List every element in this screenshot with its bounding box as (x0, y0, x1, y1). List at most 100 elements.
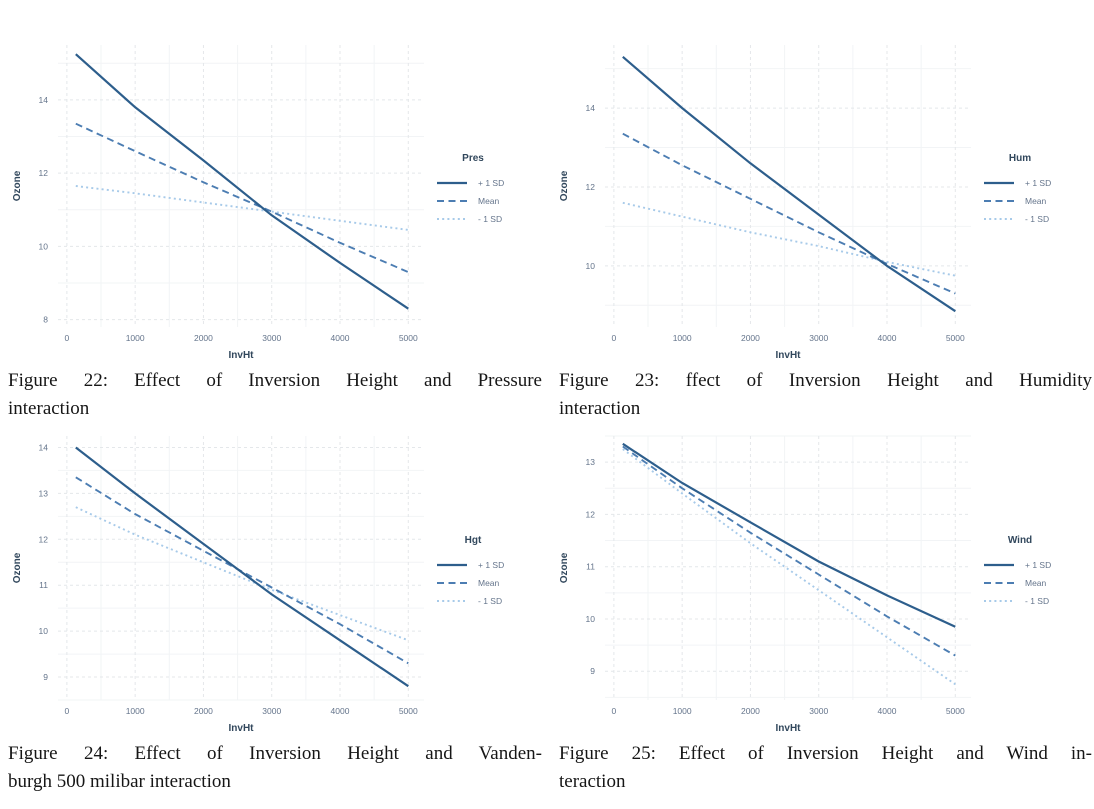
legend-label: Mean (478, 578, 500, 588)
caption-line: interaction (559, 397, 641, 419)
x-axis-title: InvHt (776, 350, 802, 360)
legend-label: + 1 SD (478, 178, 504, 188)
legend-label: Mean (1025, 196, 1047, 206)
y-tick-label: 13 (586, 457, 596, 467)
y-tick-label: 9 (43, 672, 48, 682)
y-tick-label: 10 (586, 261, 596, 271)
caption-line: burgh 500 milibar interaction (8, 770, 231, 792)
y-tick-label: 11 (586, 562, 595, 572)
y-tick-label: 14 (39, 442, 49, 452)
legend-label: Mean (478, 196, 500, 206)
legend-label: - 1 SD (1025, 214, 1049, 224)
caption-line: Figure 22: Effect of Inversion Height an… (8, 370, 542, 391)
caption-line: Figure 25: Effect of Inversion Height an… (559, 743, 1092, 764)
x-tick-label: 1000 (126, 333, 145, 343)
series-line---1-sd (75, 185, 409, 231)
series-line---1-sd (622, 201, 956, 277)
legend-label: - 1 SD (1025, 596, 1049, 606)
y-axis-title: Ozone (559, 170, 570, 201)
x-tick-label: 3000 (809, 333, 828, 343)
x-tick-label: 5000 (399, 706, 418, 716)
series-line---1-sd (75, 506, 409, 642)
figure-23-caption: Figure 23: ffect of Inversion Height and… (559, 367, 1092, 422)
y-tick-label: 10 (586, 614, 596, 624)
y-tick-label: 12 (586, 509, 596, 519)
x-tick-label: 5000 (399, 333, 418, 343)
caption-line: interaction (8, 397, 90, 419)
y-tick-label: 10 (39, 241, 49, 251)
figure-24: 9 10 11 12 13 14 0 1000 2000 3000 4000 5000 Ozone Inv… (0, 430, 547, 809)
y-tick-label: 8 (43, 315, 48, 325)
x-axis-title: InvHt (229, 723, 255, 734)
figure-24-caption: Figure 24: Effect of Inversion Height an… (8, 740, 542, 795)
y-tick-label: 14 (39, 95, 49, 105)
x-tick-label: 2000 (741, 333, 760, 343)
series-line-+-1-sd (622, 442, 956, 628)
x-tick-label: 1000 (673, 706, 692, 716)
legend-label: - 1 SD (478, 214, 502, 224)
legend-label: Mean (1025, 578, 1047, 588)
x-tick-label: 5000 (946, 333, 965, 343)
x-tick-label: 4000 (878, 706, 897, 716)
y-tick-label: 10 (39, 626, 49, 636)
figure-22: 8 10 12 14 0 1000 2000 3000 4000 5000 Ozone InvHt Pr… (0, 0, 547, 430)
caption-line: Figure 23: ffect of Inversion Height and… (559, 370, 1092, 391)
legend-title: Hgt (465, 535, 482, 546)
y-tick-label: 12 (586, 182, 596, 192)
figure-25: 9 10 11 12 13 0 1000 2000 3000 4000 5000 Ozone InvHt… (547, 430, 1094, 809)
figure-25-chart: 9 10 11 12 13 0 1000 2000 3000 4000 5000 Ozone InvHt… (559, 435, 1051, 734)
series-line-mean (622, 132, 956, 295)
y-axis-title: Ozone (559, 552, 570, 583)
x-tick-label: 2000 (194, 333, 213, 343)
x-tick-label: 3000 (262, 333, 281, 343)
y-tick-label: 13 (39, 488, 49, 498)
figure-23-chart: 10 12 14 0 1000 2000 3000 4000 5000 Ozone InvHt Hum… (559, 45, 1051, 360)
y-tick-label: 11 (39, 580, 48, 590)
x-tick-label: 3000 (809, 706, 828, 716)
figure-23: 10 12 14 0 1000 2000 3000 4000 5000 Ozone InvHt Hum… (547, 0, 1094, 430)
series-line-+-1-sd (75, 53, 409, 310)
x-tick-label: 0 (65, 333, 70, 343)
x-tick-label: 1000 (673, 333, 692, 343)
series-line-+-1-sd (75, 446, 409, 688)
x-tick-label: 0 (612, 706, 617, 716)
caption-line: teraction (559, 770, 626, 792)
series-line-+-1-sd (622, 55, 956, 313)
series-line-mean (622, 445, 956, 657)
x-axis-title: InvHt (229, 350, 255, 360)
legend-label: - 1 SD (478, 596, 502, 606)
legend-title: Wind (1008, 535, 1032, 546)
figure-25-caption: Figure 25: Effect of Inversion Height an… (559, 740, 1092, 795)
x-tick-label: 4000 (331, 706, 350, 716)
y-tick-label: 9 (590, 666, 595, 676)
caption-line: Figure 24: Effect of Inversion Height an… (8, 743, 542, 764)
legend-label: + 1 SD (478, 560, 504, 570)
x-tick-label: 4000 (331, 333, 350, 343)
series-line---1-sd (622, 448, 956, 686)
y-tick-label: 12 (39, 534, 49, 544)
x-tick-label: 2000 (741, 706, 760, 716)
x-tick-label: 1000 (126, 706, 145, 716)
figure-22-chart: 8 10 12 14 0 1000 2000 3000 4000 5000 Ozone InvHt Pr… (12, 45, 504, 360)
y-tick-label: 14 (586, 103, 596, 113)
figure-22-caption: Figure 22: Effect of Inversion Height an… (8, 367, 542, 422)
legend-title: Hum (1009, 153, 1031, 164)
x-axis-title: InvHt (776, 723, 802, 734)
series-line-mean (75, 476, 409, 665)
x-tick-label: 4000 (878, 333, 897, 343)
x-tick-label: 2000 (194, 706, 213, 716)
y-tick-label: 12 (39, 168, 49, 178)
y-axis-title: Ozone (12, 170, 23, 201)
figure-24-chart: 9 10 11 12 13 14 0 1000 2000 3000 4000 5000 Ozone Inv… (12, 436, 504, 734)
y-axis-title: Ozone (12, 552, 23, 583)
x-tick-label: 3000 (262, 706, 281, 716)
x-tick-label: 5000 (946, 706, 965, 716)
legend-label: + 1 SD (1025, 178, 1051, 188)
legend-label: + 1 SD (1025, 560, 1051, 570)
x-tick-label: 0 (612, 333, 617, 343)
x-tick-label: 0 (65, 706, 70, 716)
legend-title: Pres (462, 153, 484, 164)
series-line-mean (75, 122, 409, 273)
